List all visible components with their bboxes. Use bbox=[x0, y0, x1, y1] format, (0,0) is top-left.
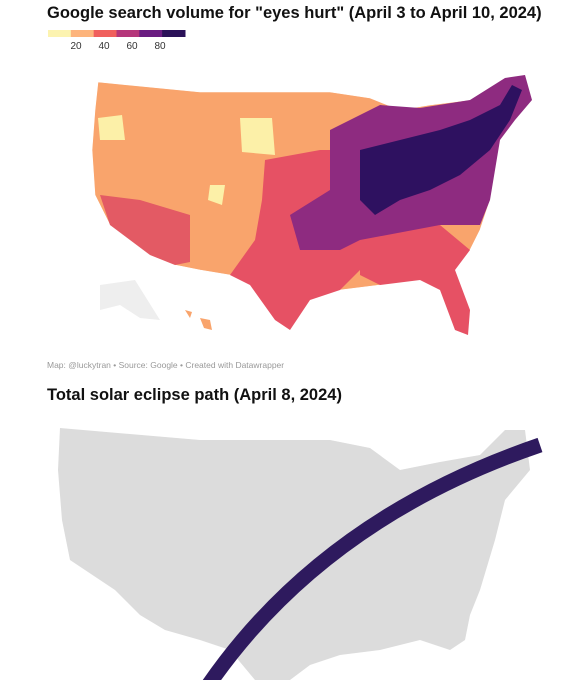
us-map-search bbox=[91, 74, 533, 336]
eclipse-path bbox=[202, 437, 543, 680]
legend-swatch bbox=[139, 30, 163, 37]
legend: 20 40 60 80 bbox=[48, 30, 186, 52]
region-yellow bbox=[98, 115, 275, 205]
legend-tick-label: 40 bbox=[98, 41, 110, 52]
legend-tick-label: 20 bbox=[70, 41, 82, 52]
map-title: Total solar eclipse path (April 8, 2024) bbox=[47, 386, 342, 404]
legend-swatch bbox=[70, 30, 95, 37]
legend-swatch bbox=[116, 30, 140, 37]
region-pink-southwest bbox=[100, 195, 190, 265]
region-pink-southeast bbox=[360, 225, 470, 335]
us-outline-gray bbox=[58, 428, 530, 680]
legend-swatch bbox=[93, 30, 117, 37]
alaska bbox=[100, 280, 160, 320]
legend-tick-label: 60 bbox=[126, 41, 138, 52]
map-title: Google search volume for "eyes hurt" (Ap… bbox=[47, 4, 542, 22]
map-credit: Map: @luckytran • Source: Google • Creat… bbox=[47, 360, 284, 370]
region-dark bbox=[360, 85, 522, 215]
hawaii bbox=[185, 310, 212, 330]
legend-swatch bbox=[48, 30, 72, 37]
legend-swatch bbox=[162, 30, 186, 37]
legend-tick-label: 80 bbox=[154, 41, 166, 52]
